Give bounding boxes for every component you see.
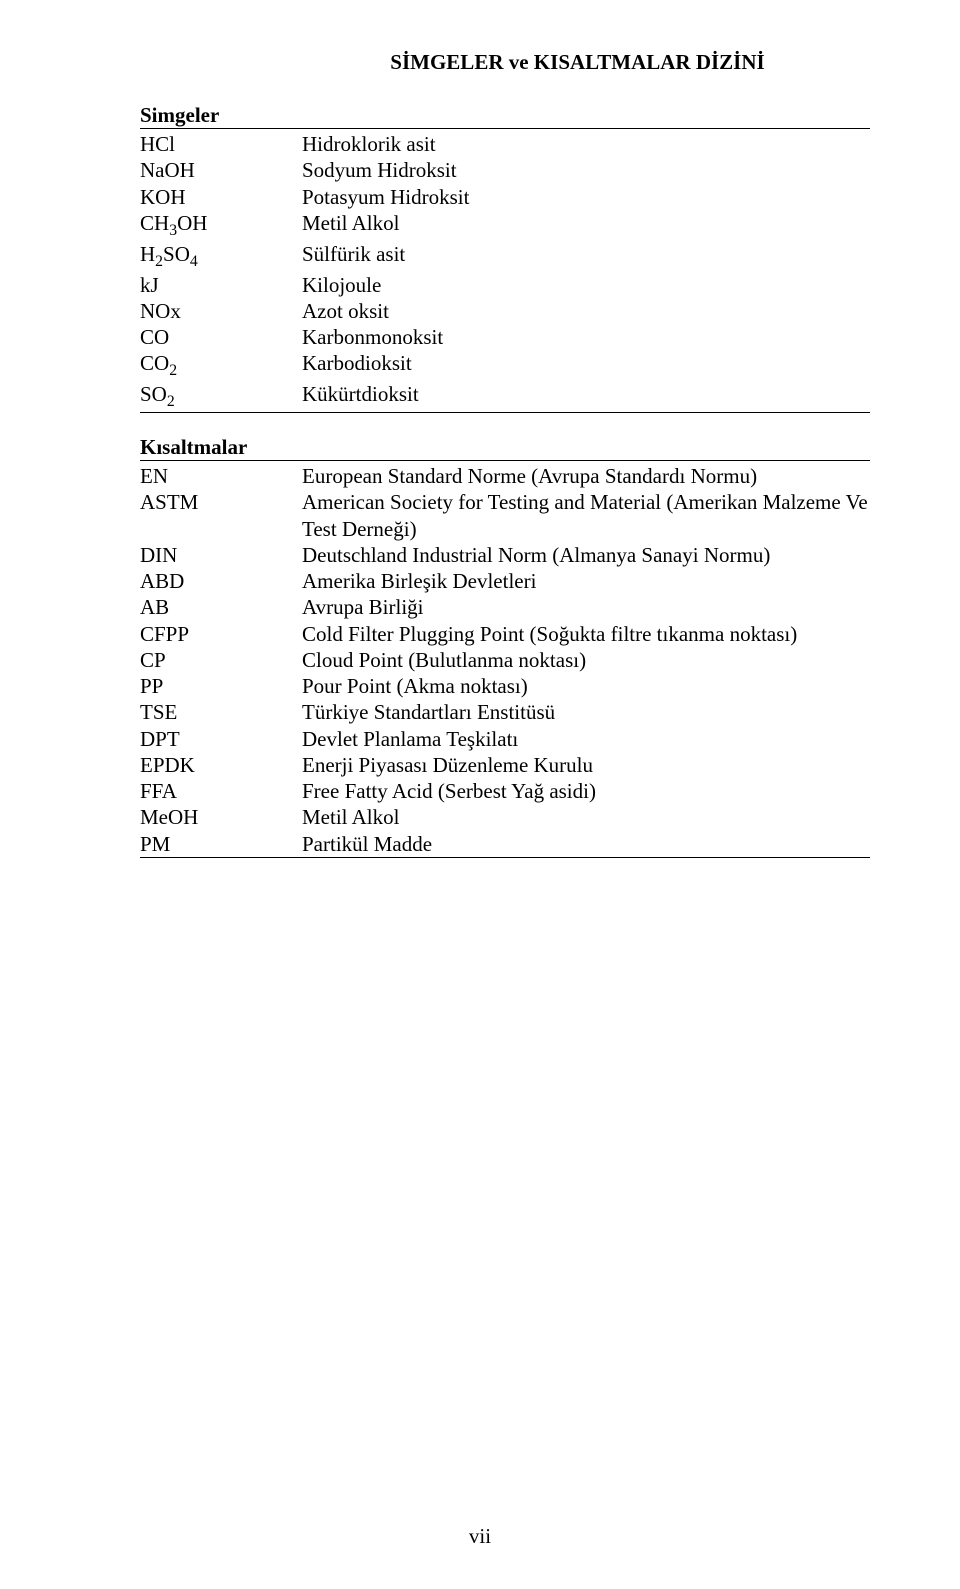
definition-cell: Metil Alkol [302,210,870,241]
table-row: CH3OHMetil Alkol [140,210,870,241]
definition-cell: Karbonmonoksit [302,324,870,350]
symbol-cell: PM [140,831,302,858]
definition-cell: Partikül Madde [302,831,870,858]
symbol-cell: EPDK [140,752,302,778]
table-row: CPCloud Point (Bulutlanma noktası) [140,647,870,673]
symbol-cell: CO [140,324,302,350]
page-title: SİMGELER ve KISALTMALAR DİZİNİ [140,50,870,75]
table-row: H2SO4Sülfürik asit [140,241,870,272]
symbol-cell: CO2 [140,350,302,381]
definition-cell: Kilojoule [302,272,870,298]
table-row: FFAFree Fatty Acid (Serbest Yağ asidi) [140,778,870,804]
table-row: ENEuropean Standard Norme (Avrupa Standa… [140,463,870,489]
definition-cell: Cold Filter Plugging Point (Soğukta filt… [302,621,870,647]
symbol-cell: DPT [140,726,302,752]
definition-cell: Cloud Point (Bulutlanma noktası) [302,647,870,673]
symbol-cell: HCl [140,131,302,157]
symbol-cell: kJ [140,272,302,298]
table-row: kJKilojoule [140,272,870,298]
table-row: ABDAmerika Birleşik Devletleri [140,568,870,594]
symbol-cell: CH3OH [140,210,302,241]
symbol-cell: SO2 [140,381,302,412]
table-row: DPTDevlet Planlama Teşkilatı [140,726,870,752]
definition-cell: Hidroklorik asit [302,131,870,157]
definition-cell: Metil Alkol [302,804,870,830]
symbol-cell: ASTM [140,489,302,542]
symbol-cell: NOx [140,298,302,324]
definition-cell: Free Fatty Acid (Serbest Yağ asidi) [302,778,870,804]
table-row: NaOHSodyum Hidroksit [140,157,870,183]
definition-cell: Kükürtdioksit [302,381,870,412]
table-row: DINDeutschland Industrial Norm (Almanya … [140,542,870,568]
symbol-cell: PP [140,673,302,699]
table-row: PPPour Point (Akma noktası) [140,673,870,699]
definition-cell: Deutschland Industrial Norm (Almanya San… [302,542,870,568]
table-row: SO2Kükürtdioksit [140,381,870,412]
table-row: HClHidroklorik asit [140,131,870,157]
symbol-cell: TSE [140,699,302,725]
section-heading-kisaltmalar: Kısaltmalar [140,435,247,460]
definition-cell: Pour Point (Akma noktası) [302,673,870,699]
table-row: CFPPCold Filter Plugging Point (Soğukta … [140,621,870,647]
table-row: MeOHMetil Alkol [140,804,870,830]
symbol-cell: KOH [140,184,302,210]
definition-cell: Sülfürik asit [302,241,870,272]
simgeler-table: HClHidroklorik asitNaOHSodyum HidroksitK… [140,131,870,413]
definition-cell: Amerika Birleşik Devletleri [302,568,870,594]
table-row: ABAvrupa Birliği [140,594,870,620]
definition-cell: Avrupa Birliği [302,594,870,620]
symbol-cell: ABD [140,568,302,594]
definition-cell: Enerji Piyasası Düzenleme Kurulu [302,752,870,778]
table-row: COKarbonmonoksit [140,324,870,350]
symbol-cell: FFA [140,778,302,804]
definition-cell: American Society for Testing and Materia… [302,489,870,542]
section-header-simgeler: Simgeler [140,103,870,129]
definition-cell: Potasyum Hidroksit [302,184,870,210]
symbol-cell: EN [140,463,302,489]
table-row: CO2Karbodioksit [140,350,870,381]
kisaltmalar-table: ENEuropean Standard Norme (Avrupa Standa… [140,463,870,858]
table-row: KOHPotasyum Hidroksit [140,184,870,210]
table-row: NOxAzot oksit [140,298,870,324]
symbol-cell: DIN [140,542,302,568]
symbol-cell: H2SO4 [140,241,302,272]
symbol-cell: NaOH [140,157,302,183]
definition-cell: Karbodioksit [302,350,870,381]
table-row: PMPartikül Madde [140,831,870,858]
table-row: ASTMAmerican Society for Testing and Mat… [140,489,870,542]
definition-cell: Türkiye Standartları Enstitüsü [302,699,870,725]
symbol-cell: CP [140,647,302,673]
section-header-kisaltmalar: Kısaltmalar [140,435,870,461]
definition-cell: European Standard Norme (Avrupa Standard… [302,463,870,489]
symbol-cell: MeOH [140,804,302,830]
definition-cell: Sodyum Hidroksit [302,157,870,183]
symbol-cell: AB [140,594,302,620]
symbol-cell: CFPP [140,621,302,647]
section-heading-simgeler: Simgeler [140,103,219,128]
table-row: EPDKEnerji Piyasası Düzenleme Kurulu [140,752,870,778]
definition-cell: Azot oksit [302,298,870,324]
definition-cell: Devlet Planlama Teşkilatı [302,726,870,752]
table-row: TSETürkiye Standartları Enstitüsü [140,699,870,725]
page-number: vii [0,1524,960,1549]
